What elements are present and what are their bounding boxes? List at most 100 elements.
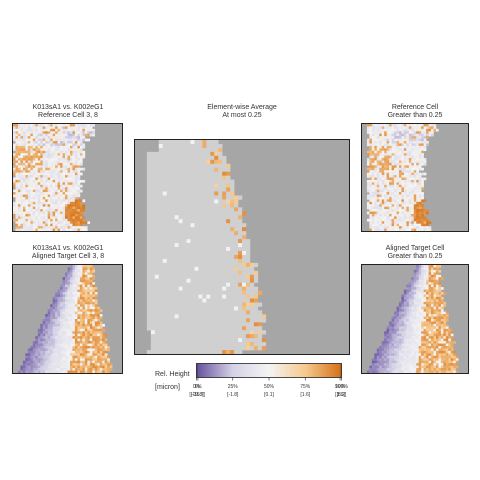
heatmap-cell [69, 189, 73, 193]
heatmap-cell [396, 155, 400, 159]
heatmap-cell [381, 150, 385, 154]
heatmap-cell [413, 211, 417, 215]
heatmap-cell [32, 153, 36, 156]
heatmap-cell [431, 282, 434, 285]
heatmap-cell [408, 175, 412, 178]
heatmap-cell [62, 150, 66, 154]
heatmap-cell [52, 299, 56, 303]
heatmap-cell [30, 228, 34, 231]
heatmap-cell [65, 284, 68, 288]
heatmap-cell [57, 192, 61, 195]
heatmap-cell [22, 211, 26, 215]
average-cell [170, 310, 175, 315]
heatmap-cell [65, 170, 68, 173]
heatmap-cell [94, 316, 98, 320]
heatmap-cell [413, 170, 417, 173]
heatmap-cell [408, 287, 412, 290]
average-cell [253, 270, 259, 276]
heatmap-cell [42, 199, 46, 203]
heatmap-cell [35, 138, 39, 142]
heatmap-cell [376, 179, 380, 183]
heatmap-cell [426, 141, 429, 144]
heatmap-cell [77, 326, 81, 330]
average-cell [154, 163, 160, 169]
heatmap-cell [376, 194, 380, 198]
heatmap-cell [104, 360, 108, 364]
average-cell [242, 342, 247, 347]
heatmap-cell [381, 218, 385, 222]
heatmap-cell [403, 213, 407, 217]
heatmap-cell [398, 155, 402, 159]
heatmap-cell [72, 306, 76, 310]
heatmap-cell [62, 221, 66, 225]
heatmap-cell [87, 336, 91, 339]
heatmap-cell [67, 314, 71, 317]
heatmap-cell [371, 175, 375, 178]
heatmap-cell [22, 148, 26, 152]
heatmap-cell [384, 189, 387, 193]
heatmap-cell [15, 124, 19, 127]
heatmap-cell [77, 226, 81, 229]
heatmap-cell [45, 221, 48, 225]
heatmap-cell [37, 355, 41, 359]
heatmap-cell [443, 301, 447, 305]
heatmap-cell [62, 182, 66, 186]
heatmap-cell [60, 175, 63, 178]
heatmap-cell [15, 221, 19, 225]
heatmap-cell [374, 172, 378, 176]
heatmap-cell [416, 184, 419, 188]
heatmap-cell [30, 150, 34, 154]
heatmap-cell [433, 284, 437, 288]
heatmap-cell [389, 192, 392, 195]
average-cell [202, 326, 207, 331]
heatmap-cell [79, 319, 83, 322]
heatmap-cell [104, 333, 108, 337]
heatmap-cell [67, 221, 71, 225]
heatmap-cell [413, 187, 417, 190]
heatmap-cell [15, 192, 19, 195]
heatmap-cell [45, 353, 48, 357]
heatmap-cell [413, 206, 417, 210]
heatmap-cell [413, 269, 417, 273]
heatmap-cell [65, 316, 68, 320]
heatmap-cell [50, 141, 53, 144]
heatmap-cell [389, 226, 392, 229]
heatmap-cell [416, 189, 419, 193]
heatmap-cell [426, 292, 429, 295]
average-cell [178, 338, 183, 343]
heatmap-cell [62, 153, 66, 156]
heatmap-cell [55, 311, 58, 315]
heatmap-cell [391, 218, 395, 222]
heatmap-cell [69, 187, 73, 190]
average-cell [162, 163, 168, 169]
heatmap-cell [57, 177, 61, 181]
heatmap-cell [87, 346, 91, 349]
average-cell [222, 171, 227, 176]
heatmap-cell [57, 148, 61, 152]
heatmap-cell [13, 184, 16, 188]
heatmap-cell [45, 194, 48, 198]
average-cell [249, 314, 255, 319]
heatmap-cell [89, 365, 93, 369]
heatmap-cell [50, 346, 53, 349]
heatmap-cell [396, 199, 400, 203]
heatmap-cell [366, 160, 370, 164]
heatmap-cell [47, 211, 51, 215]
heatmap-cell [82, 138, 86, 142]
heatmap-cell [69, 321, 73, 325]
heatmap-cell [435, 309, 439, 312]
heatmap-cell [67, 304, 71, 308]
heatmap-cell [428, 294, 432, 298]
heatmap-cell [97, 333, 100, 337]
heatmap-cell [371, 145, 375, 149]
heatmap-cell [52, 189, 56, 193]
average-cell [158, 294, 164, 299]
heatmap-cell [403, 165, 407, 169]
average-cell [174, 147, 179, 153]
average-cell [210, 140, 215, 145]
heatmap-cell [74, 184, 78, 188]
average-cell [174, 183, 179, 188]
heatmap-cell [65, 218, 68, 222]
heatmap-cell [52, 187, 56, 190]
heatmap-cell [77, 133, 81, 137]
